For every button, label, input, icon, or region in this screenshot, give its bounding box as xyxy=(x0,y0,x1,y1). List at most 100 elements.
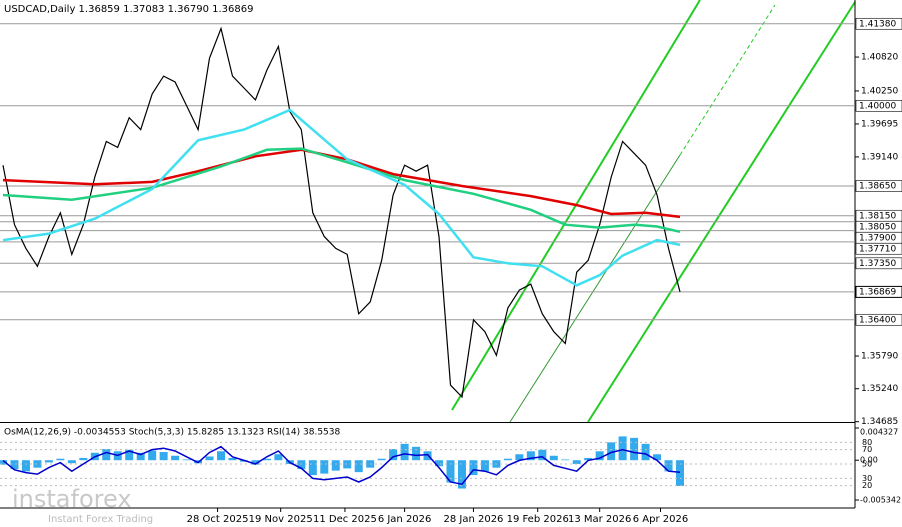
osma-bar xyxy=(251,460,260,465)
level-label-box xyxy=(855,313,902,326)
osma-bar xyxy=(320,460,329,474)
osma-bar xyxy=(446,460,455,483)
osma-bar xyxy=(262,458,271,461)
osma-bar xyxy=(435,460,444,467)
rsi-tick-label: 30 xyxy=(862,474,872,483)
osma-bar xyxy=(0,460,7,465)
osma-bar xyxy=(125,449,134,461)
level-label: 1.40000 xyxy=(859,101,896,111)
osma-bar xyxy=(297,460,306,470)
osma-bar xyxy=(676,460,684,486)
osma-bar xyxy=(274,454,283,461)
osma-bar xyxy=(389,449,398,461)
osma-bar xyxy=(102,449,111,461)
osma-bar xyxy=(538,449,547,461)
y-tick-label: 1.40820 xyxy=(861,53,898,63)
rsi-tick-label: 80 xyxy=(862,438,872,447)
osma-bar xyxy=(331,460,340,471)
rsi-line xyxy=(2,445,681,486)
osma-bar xyxy=(503,458,512,461)
osma-bar xyxy=(79,457,88,461)
level-label-box xyxy=(855,99,902,112)
indicator-tick-label: -0.005342 xyxy=(860,496,901,505)
y-tick-label: 1.35240 xyxy=(861,384,898,394)
osma-bar xyxy=(205,456,214,461)
x-tick-label: 28 Oct 2025 xyxy=(187,514,249,525)
level-label: 1.38150 xyxy=(859,211,896,221)
indicator-tick-label: 0.004327 xyxy=(860,428,898,437)
osma-bar xyxy=(33,460,42,468)
y-tick-label: 1.35790 xyxy=(861,352,898,362)
x-tick-label: 13 Mar 2026 xyxy=(568,514,631,525)
osma-bar xyxy=(171,455,180,461)
y-tick-label: 1.39140 xyxy=(861,152,898,162)
osma-bar xyxy=(56,458,65,461)
osma-bar xyxy=(308,460,317,476)
osma-bar xyxy=(400,443,409,461)
osma-bar xyxy=(136,452,145,461)
level-label-box xyxy=(855,242,902,255)
osma-bar xyxy=(21,460,30,472)
indicator-tick-label: 0.00 xyxy=(860,456,878,465)
level-label: 1.37350 xyxy=(859,259,896,269)
osma-bar xyxy=(10,460,19,470)
osma-bar xyxy=(354,460,363,473)
moving-average xyxy=(2,108,681,287)
osma-bar xyxy=(480,460,489,472)
level-label-box xyxy=(855,180,902,192)
rsi-tick-label: 50 xyxy=(862,460,872,469)
level-label-box xyxy=(855,285,902,298)
osma-bar xyxy=(423,451,432,461)
level-label: 1.37710 xyxy=(859,244,896,254)
osma-bar xyxy=(664,460,673,472)
x-tick-label: 19 Feb 2026 xyxy=(507,514,569,525)
rsi-tick-label: 70 xyxy=(862,445,872,454)
osma-bar xyxy=(653,454,662,461)
y-tick-label: 1.34685 xyxy=(861,417,898,427)
x-tick-label: 28 Jan 2026 xyxy=(443,514,503,525)
indicator-label: OsMA(12,26,9) -0.0034553 Stoch(5,3,3) 15… xyxy=(4,428,340,438)
osma-bar xyxy=(595,451,604,461)
y-tick-label: 1.39695 xyxy=(861,119,898,129)
level-label: 1.41380 xyxy=(859,19,896,29)
x-tick-label: 11 Dec 2025 xyxy=(313,514,377,525)
osma-bar xyxy=(526,451,535,461)
osma-bar xyxy=(44,460,53,463)
osma-bar xyxy=(217,451,226,461)
osma-bar xyxy=(228,457,237,461)
level-label-box xyxy=(855,17,902,30)
chart-header: USDCAD,Daily 1.36859 1.37083 1.36790 1.3… xyxy=(4,4,254,15)
osma-bar xyxy=(618,436,627,461)
moving-average xyxy=(2,147,681,234)
y-tick-label: 1.40250 xyxy=(861,86,898,96)
x-tick-label: 6 Jan 2026 xyxy=(378,514,432,525)
osma-bar xyxy=(641,443,650,461)
level-label: 1.36400 xyxy=(859,315,896,325)
watermark-brand: instaforex xyxy=(12,485,132,513)
osma-bar xyxy=(182,459,191,461)
osma-bar xyxy=(377,458,386,461)
osma-bar xyxy=(159,452,168,461)
osma-bar xyxy=(630,437,639,461)
price-line xyxy=(2,26,681,399)
x-tick-label: 19 Nov 2025 xyxy=(249,514,313,525)
watermark-tagline: Instant Forex Trading xyxy=(48,514,153,525)
level-label: 1.38650 xyxy=(859,182,896,192)
osma-bar xyxy=(457,460,466,489)
osma-bar xyxy=(148,450,157,461)
osma-bar xyxy=(607,442,616,461)
osma-bar xyxy=(584,457,593,461)
osma-bar xyxy=(343,460,352,469)
osma-bar xyxy=(469,460,478,476)
osma-bar xyxy=(561,459,570,461)
level-label: 1.38050 xyxy=(859,222,896,232)
osma-bar xyxy=(572,460,581,464)
level-label: 1.36869 xyxy=(859,287,896,297)
osma-bar xyxy=(549,455,558,461)
rsi-tick-label: 20 xyxy=(862,481,872,490)
x-tick-label: 6 Apr 2026 xyxy=(633,514,688,525)
level-label-box xyxy=(855,257,902,270)
level-label: 1.37900 xyxy=(859,233,896,243)
osma-bar xyxy=(412,446,421,461)
